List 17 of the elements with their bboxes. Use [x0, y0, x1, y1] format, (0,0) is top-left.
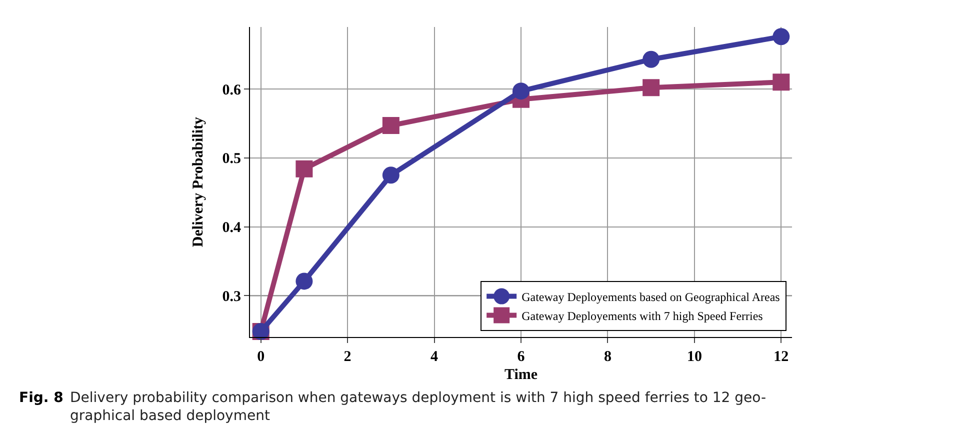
x-tick-label: 0 — [257, 349, 265, 365]
x-tick-label: 4 — [430, 349, 439, 365]
y-tick-label: 0.3 — [222, 288, 241, 305]
x-tick-label: 8 — [604, 349, 612, 365]
y-axis-title: Delivery Probability — [190, 116, 206, 248]
legend-label: Gateway Deployements based on Geographical Areas — [522, 290, 780, 304]
text: Delivery probability comparison when gateways deployment is with 7 high speed ferries to 12 geo- graphical based deployment — [70, 390, 766, 424]
y-tick-label: 0.4 — [222, 220, 242, 236]
y-tick-label: 0.5 — [222, 151, 241, 168]
x-tick-label: 2 — [344, 349, 352, 365]
x-axis-title: Time — [504, 367, 538, 383]
x-tick-label: 10 — [686, 349, 702, 365]
x-tick-label: 12 — [774, 349, 789, 365]
legend-label: Gateway Deployements with 7 high Speed Ferries — [522, 308, 764, 323]
x-tick-label: 6 — [517, 349, 526, 365]
y-tick-label: 0.6 — [222, 82, 242, 98]
caption: Fig. 8 — [19, 390, 64, 406]
